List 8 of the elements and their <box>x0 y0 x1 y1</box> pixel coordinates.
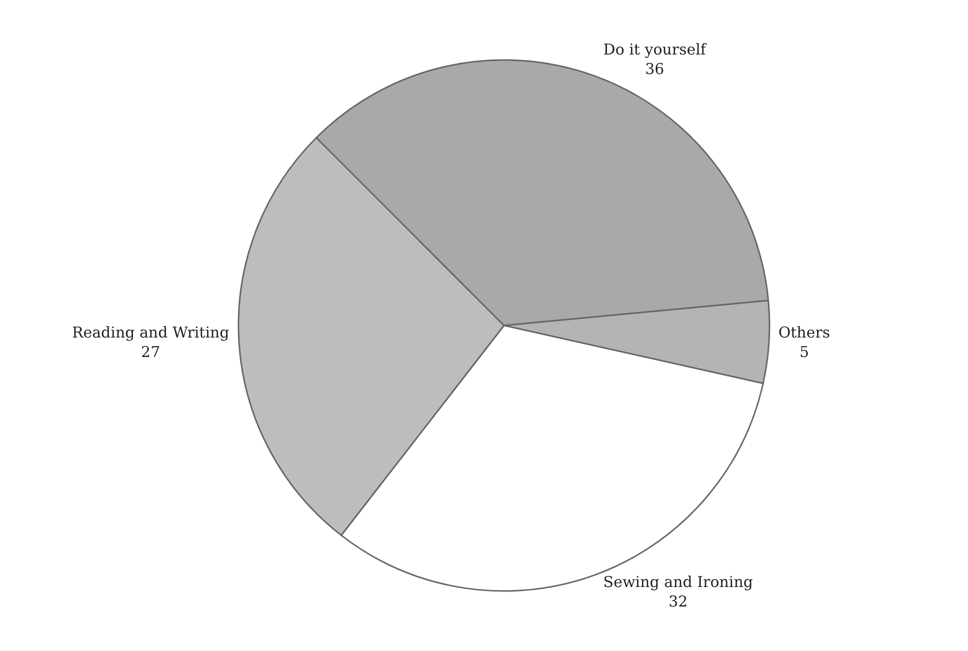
slice-label: Sewing and Ironing <box>603 573 754 592</box>
slice-label: Reading and Writing <box>72 323 230 342</box>
slice-label: Do it yourself <box>603 40 708 58</box>
data-label: 27 <box>141 342 160 361</box>
slice-label: Others <box>778 323 830 342</box>
data-label: 36 <box>645 60 664 78</box>
data-label: 5 <box>799 342 809 361</box>
data-label: 32 <box>668 592 688 611</box>
